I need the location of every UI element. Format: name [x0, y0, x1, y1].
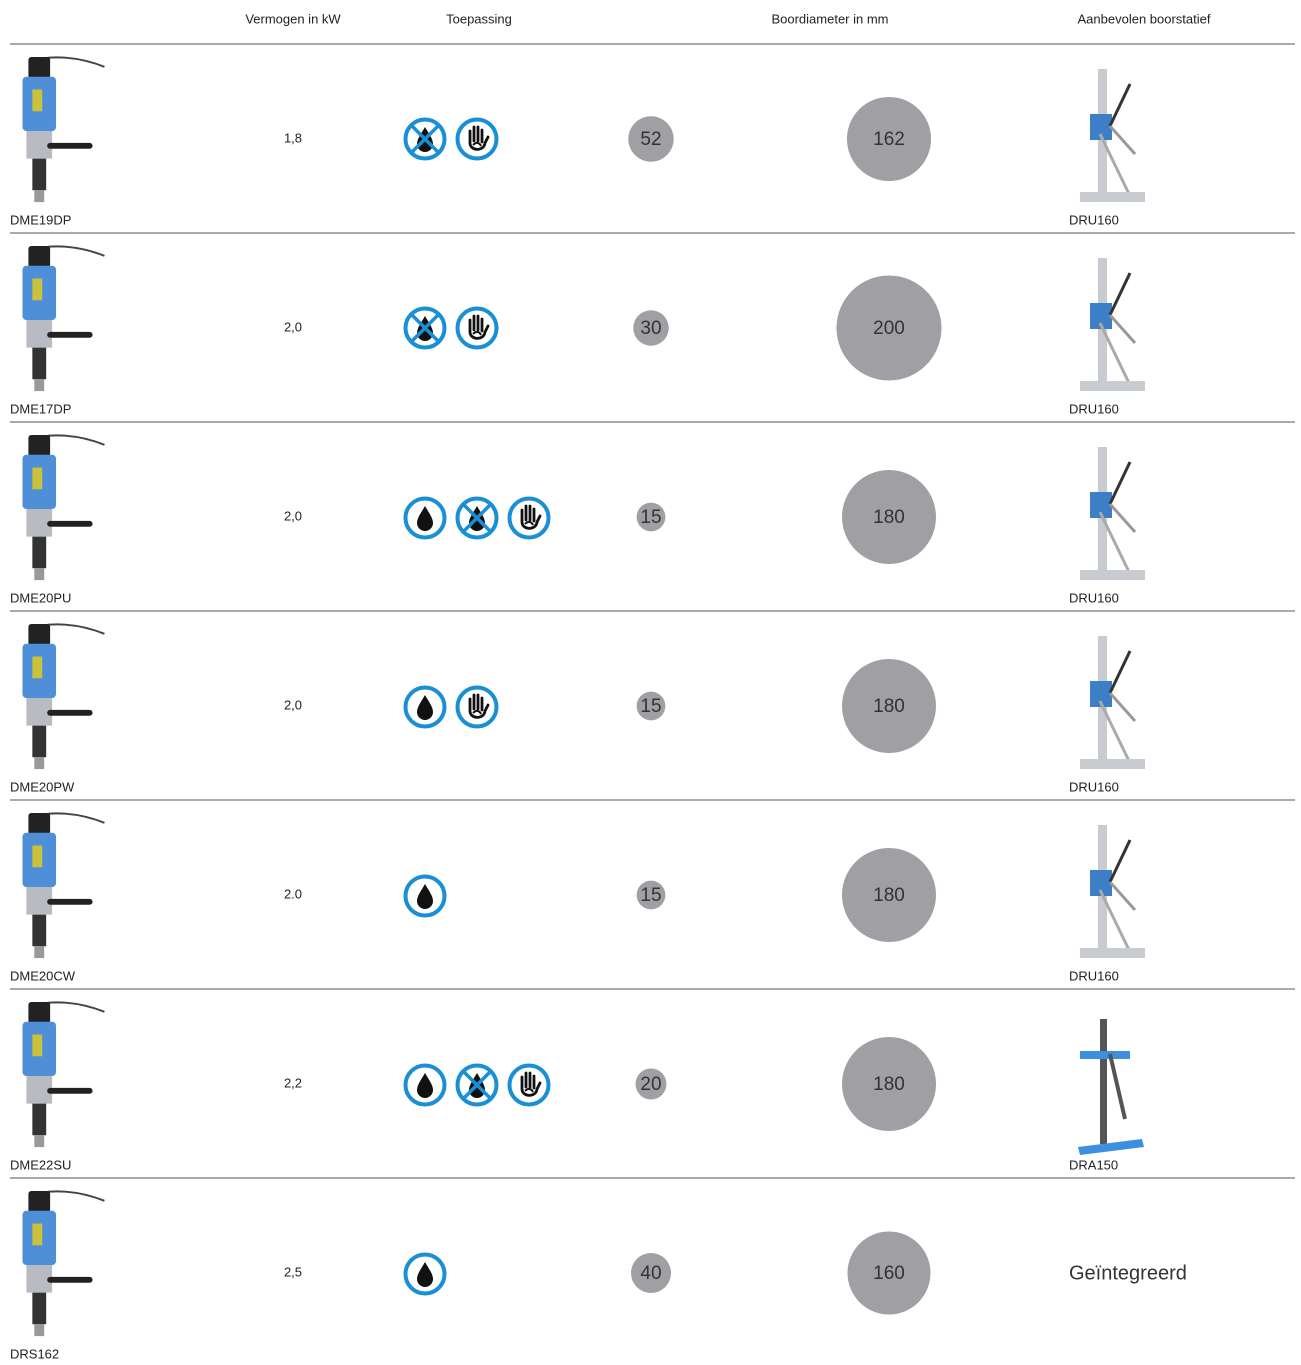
min-diameter-circle	[636, 502, 666, 532]
model-name: DME22SU	[10, 1157, 71, 1172]
stand-name: DRU160	[1069, 779, 1119, 794]
min-diameter-circle	[636, 691, 666, 721]
stand-name: DRA150	[1069, 1157, 1118, 1172]
min-diameter: 40	[640, 1263, 661, 1284]
model-name: DME20PU	[10, 590, 71, 605]
dry-icon	[403, 117, 447, 161]
stand-name: DRU160	[1069, 590, 1119, 605]
hand-icon	[455, 117, 499, 161]
header-power: Vermogen in kW	[245, 11, 341, 26]
product-image	[22, 1191, 104, 1336]
power: 2,2	[284, 1075, 302, 1090]
max-diameter: 160	[873, 1263, 905, 1284]
model-name: DRS162	[10, 1346, 59, 1360]
stand-image	[1078, 67, 1147, 204]
min-diameter-circle	[633, 310, 669, 346]
max-diameter-circle	[846, 96, 932, 182]
max-diameter-circle	[842, 659, 936, 753]
product-image	[22, 624, 104, 769]
wet-icon	[403, 496, 447, 540]
wet-icon	[403, 1063, 447, 1107]
model-name: DME19DP	[10, 212, 71, 227]
min-diameter: 52	[640, 129, 661, 150]
application-icons	[403, 117, 551, 1296]
min-diameter-circle	[628, 116, 674, 162]
model-name: DME17DP	[10, 401, 71, 416]
max-diameter: 162	[873, 129, 905, 150]
stand-name: DRU160	[1069, 212, 1119, 227]
header-stand: Aanbevolen boorstatief	[1078, 11, 1211, 26]
stand-image	[1078, 823, 1147, 960]
min-diameter: 30	[640, 318, 661, 339]
power: 2,5	[284, 1264, 302, 1279]
power: 2,0	[284, 697, 302, 712]
product-image	[22, 435, 104, 580]
min-diameter: 20	[640, 1074, 661, 1095]
model-name: DME20PW	[10, 779, 75, 794]
product-image	[22, 57, 104, 202]
max-diameter-circle	[842, 1037, 936, 1131]
header-diameter: Boordiameter in mm	[771, 11, 888, 26]
wet-icon	[403, 685, 447, 729]
hand-icon	[455, 306, 499, 350]
stand-name: DRU160	[1069, 401, 1119, 416]
power: 2,0	[284, 319, 302, 334]
max-diameter: 180	[873, 885, 905, 906]
power: 2,0	[284, 508, 302, 523]
stand-image	[1078, 445, 1147, 582]
stand-name: DRU160	[1069, 968, 1119, 983]
max-diameter-circle	[847, 1231, 931, 1315]
max-diameter-circle	[842, 848, 936, 942]
wet-icon	[403, 1252, 447, 1296]
hand-icon	[507, 496, 551, 540]
dry-icon	[455, 1063, 499, 1107]
stand-image	[1076, 1017, 1146, 1157]
max-diameter: 180	[873, 507, 905, 528]
stand-name: Geïntegreerd	[1069, 1262, 1187, 1284]
max-diameter: 180	[873, 1074, 905, 1095]
stand-image	[1078, 256, 1147, 393]
model-name: DME20CW	[10, 968, 76, 983]
max-diameter-circle	[842, 470, 936, 564]
min-diameter-circle	[635, 1068, 667, 1100]
min-diameter: 15	[640, 885, 661, 906]
min-diameter: 15	[640, 507, 661, 528]
max-diameter: 180	[873, 696, 905, 717]
wet-icon	[403, 874, 447, 918]
product-image	[22, 1002, 104, 1147]
product-image	[22, 246, 104, 391]
dry-icon	[403, 306, 447, 350]
max-diameter: 200	[873, 318, 905, 339]
header: Vermogen in kW Toepassing Boordiameter i…	[245, 11, 1211, 26]
min-diameter: 15	[640, 696, 661, 717]
max-diameter-circle	[836, 275, 942, 381]
min-diameter-circle	[631, 1253, 671, 1293]
hand-icon	[455, 685, 499, 729]
header-application: Toepassing	[446, 11, 512, 26]
power: 1,8	[284, 130, 302, 145]
product-image	[22, 813, 104, 958]
stand-image	[1078, 634, 1147, 771]
dry-icon	[455, 496, 499, 540]
min-diameter-circle	[636, 880, 666, 910]
hand-icon	[507, 1063, 551, 1107]
power: 2.0	[284, 886, 302, 901]
